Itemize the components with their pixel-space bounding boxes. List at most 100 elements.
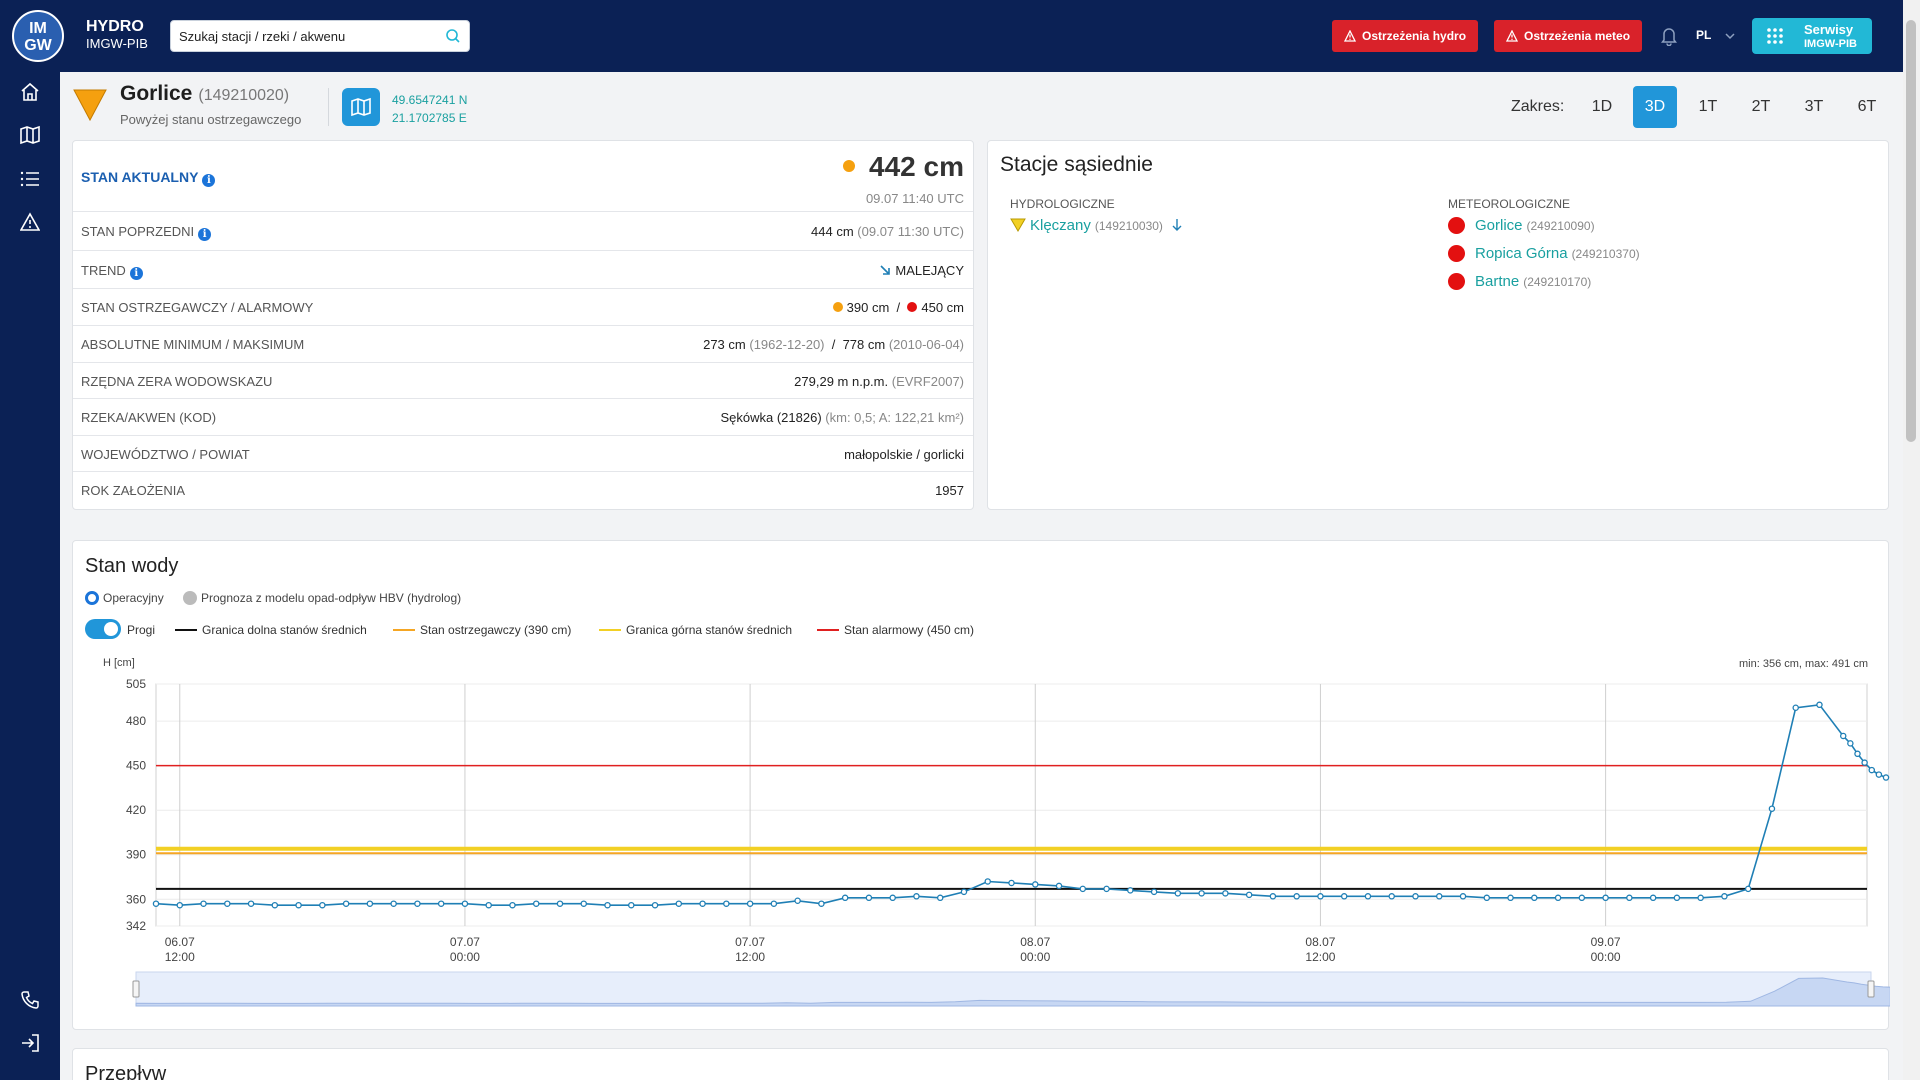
range-button-3d[interactable]: 3D [1633,86,1677,128]
services-button[interactable]: Serwisy IMGW-PIB [1752,18,1872,54]
data-point [865,894,873,902]
neighbors-title: Stacje sąsiednie [1000,153,1153,176]
legend-warning-level[interactable]: Stan ostrzegawczy (390 cm) [393,623,571,637]
data-point [176,901,184,909]
neighbor-hydro-station[interactable]: Klęczany (149210030) [1010,217,1183,234]
data-point [1847,740,1854,747]
data-point [580,900,587,907]
logout-icon[interactable] [20,1033,40,1053]
info-icon[interactable]: i [198,228,212,241]
meteo-warnings-button[interactable]: Ostrzeżenia meteo [1494,20,1643,52]
y-tick-label: 342 [126,919,146,933]
imgw-logo[interactable]: IM GW [12,10,64,62]
legend-swatch [175,629,197,631]
row-value: 390 cm / 450 cm [832,300,964,315]
legend-alarm-level[interactable]: Stan alarmowy (450 cm) [817,623,974,637]
row-label: WOJEWÓDZTWO / POWIAT [81,447,250,462]
row-label: RZEKA/AKWEN (KOD) [81,410,217,425]
neighbor-meteo-station[interactable]: Ropica Górna (249210370) [1448,245,1640,262]
latitude: 49.6547241 N [392,93,468,107]
flow-panel-title: Przepływ [85,1063,167,1080]
row-trend: TREND i MALEJĄCY [73,250,973,288]
warning-level: 390 cm [846,300,890,315]
row-thresholds: STAN OSTRZEGAWCZY / ALARMOWY 390 cm / 45… [73,288,973,325]
phone-icon[interactable] [20,990,40,1010]
y-axis-label: H [cm] [103,657,135,669]
data-point [841,894,849,902]
legend-upper-mean[interactable]: Granica górna stanów średnich [599,623,792,637]
home-icon[interactable] [20,82,40,102]
list-icon[interactable] [20,169,40,189]
legend-label: Granica dolna stanów średnich [202,623,367,637]
radio-forecast[interactable]: Prognoza z modelu opad-odpływ HBV (hydro… [183,591,461,605]
show-on-map-button[interactable] [342,88,380,126]
map-icon[interactable] [20,125,40,145]
search-icon[interactable] [445,28,461,44]
data-point [1554,894,1562,902]
bell-icon[interactable] [1660,26,1678,46]
current-state-label-text: STAN AKTUALNY [81,169,199,185]
search-box [170,20,470,52]
neighbor-name: Ropica Górna [1475,245,1568,262]
radio-operational[interactable]: Operacyjny [85,591,164,605]
logo-text: IM GW [24,20,52,54]
gauge-zero-value: 279,29 m n.p.m. [794,374,889,389]
data-point [936,894,944,902]
brand[interactable]: HYDRO IMGW-PIB [86,18,148,52]
data-point [1293,893,1300,900]
scrollbar-thumb[interactable] [1906,20,1916,442]
data-point [1626,894,1633,902]
row-voivodeship: WOJEWÓDZTWO / POWIAT małopolskie / gorli… [73,435,973,471]
data-point [1340,893,1348,900]
chevron-down-icon[interactable] [1724,30,1736,42]
neighbor-meteo-station[interactable]: Bartne (249210170) [1448,273,1591,290]
water-level-panel: Stan wody Operacyjny Prognoza z modelu o… [72,540,1890,1031]
warning-icon [1506,30,1518,42]
warning-icon[interactable] [20,212,40,232]
data-point [794,897,801,905]
range-button-2t[interactable]: 2T [1751,98,1771,115]
data-point [1507,894,1514,902]
search-input[interactable] [171,21,431,51]
range-button-6t[interactable]: 6T [1857,98,1877,115]
thresholds-toggle[interactable] [85,619,121,639]
range-button-1t[interactable]: 1T [1698,98,1718,115]
data-point [723,900,730,907]
row-previous-state: STAN POPRZEDNI i 444 cm (09.07 11:30 UTC) [73,211,973,250]
data-point [818,900,825,907]
data-point [1854,750,1861,758]
abs-max: 778 cm [842,337,886,352]
info-icon[interactable]: i [202,174,216,187]
legend-lower-mean[interactable]: Granica dolna stanów średnich [175,623,367,637]
row-value: MALEJĄCY [879,263,964,278]
neighbor-meteo-station[interactable]: Gorlice (249210090) [1448,217,1595,234]
meteo-column-title: METEOROLOGICZNE [1448,197,1571,211]
chart-title: Stan wody [85,555,179,577]
y-tick-label: 360 [126,892,146,906]
water-level-chart[interactable]: 50548045042039036034206.0712:0007.0700:0… [73,541,1890,1031]
hydro-warnings-button[interactable]: Ostrzeżenia hydro [1332,20,1479,52]
row-label-text: TREND [81,263,126,278]
river-name: Sękówka (21826) [720,410,822,425]
row-label: STAN OSTRZEGAWCZY / ALARMOWY [81,300,314,315]
data-point [1245,891,1253,899]
gauge-zero-datum: (EVRF2007) [891,374,964,389]
range-button-1d[interactable]: 1D [1591,98,1613,115]
radio-unselected-icon [183,591,197,605]
station-dot-icon [1448,217,1465,234]
data-point [984,878,991,885]
data-point [651,901,659,909]
range-button-3t[interactable]: 3T [1804,98,1824,115]
data-point [699,900,706,907]
data-point [1055,882,1063,890]
x-tick-label: 00:00 [1020,950,1050,964]
language-selector[interactable]: PL [1696,28,1712,42]
data-point [1008,879,1015,887]
y-tick-label: 480 [126,714,146,728]
y-tick-label: 450 [126,759,146,773]
info-icon[interactable]: i [129,267,143,280]
legend-label: Granica górna stanów średnich [626,623,793,637]
legend-swatch [599,629,621,631]
neighbor-name: Gorlice [1475,217,1523,234]
range-label: Zakres: [1511,98,1565,115]
